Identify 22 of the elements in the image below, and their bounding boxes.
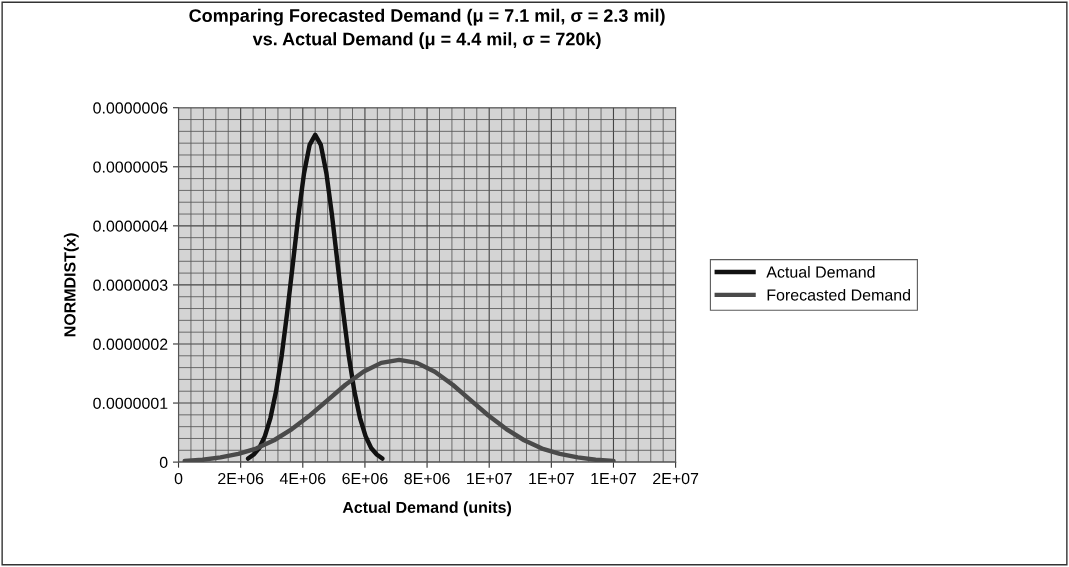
- x-tick-label: 2E+07: [653, 472, 699, 485]
- legend-label: Actual Demand: [766, 266, 875, 278]
- x-axis-title: Actual Demand (units): [342, 501, 512, 517]
- x-tick-label: 8E+06: [404, 472, 450, 485]
- y-tick-label: 0: [159, 456, 168, 469]
- line-series: [245, 132, 385, 461]
- x-tick-label: 6E+06: [342, 472, 388, 485]
- legend-label: Forecasted Demand: [767, 288, 910, 301]
- x-tick-label: 2E+06: [218, 472, 264, 485]
- y-tick-label: 0.0000004: [93, 220, 168, 232]
- x-tick-label: 4E+06: [279, 472, 326, 485]
- y-tick-label: 0.0000002: [93, 338, 168, 350]
- x-tick-label: 1E+07: [591, 472, 636, 485]
- x-tick-label: 1E+07: [467, 472, 512, 485]
- x-tick-label: 0: [174, 472, 183, 485]
- y-axis-title: NORMDIST(x): [63, 233, 79, 337]
- y-tick-label: 0.0000006: [93, 102, 168, 114]
- chart-title: Comparing Forecasted Demand (μ = 7.1 mil, σ = 2.3 mil) vs. Actual Demand (μ = 4.4 mil, σ = 720k): [189, 8, 665, 49]
- y-tick-label: 0.0000003: [93, 279, 168, 291]
- x-tick-label: 1E+07: [529, 472, 574, 485]
- y-tick-label: 0.0000005: [93, 161, 168, 173]
- y-tick-label: 0.0000001: [93, 397, 168, 409]
